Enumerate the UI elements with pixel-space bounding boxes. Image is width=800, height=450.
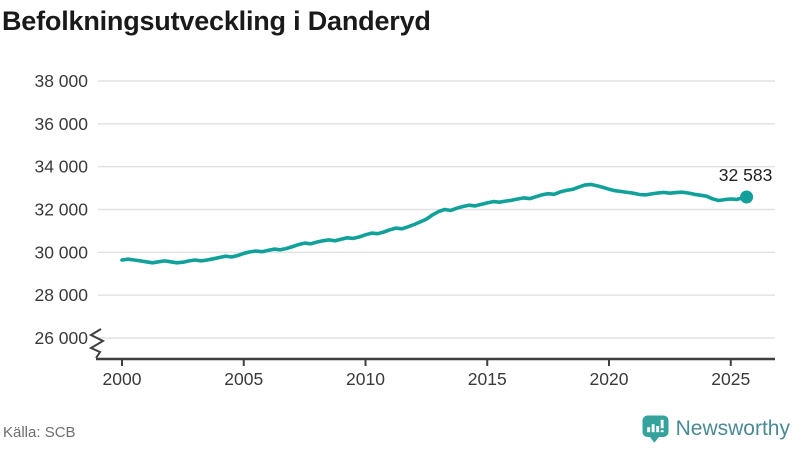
latest-value-dot: [740, 190, 754, 204]
x-axis-tick-label: 2020: [590, 369, 629, 389]
x-axis-tick-label: 2025: [711, 369, 750, 389]
x-axis-tick-label: 2010: [346, 369, 385, 389]
newsworthy-logo[interactable]: Newsworthy: [642, 415, 790, 443]
latest-value-label: 32 583: [719, 165, 773, 185]
y-axis-tick-label: 32 000: [34, 200, 88, 220]
x-axis-tick-label: 2015: [468, 369, 507, 389]
brand-name: Newsworthy: [675, 417, 790, 440]
y-axis-tick-label: 30 000: [34, 242, 88, 262]
page-title: Befolkningsutveckling i Danderyd: [2, 6, 431, 36]
x-axis-tick-label: 2000: [103, 369, 142, 389]
population-series-line: [120, 182, 749, 265]
y-axis-break-icon: [88, 328, 106, 359]
y-axis-tick-label: 28 000: [34, 285, 88, 305]
y-axis-tick-label: 36 000: [34, 114, 88, 134]
y-axis-tick-label: 34 000: [34, 157, 88, 177]
y-axis-tick-label: 38 000: [34, 71, 88, 91]
source-label: Källa: SCB: [3, 424, 76, 441]
x-axis-tick-label: 2005: [224, 369, 263, 389]
y-axis-tick-label: 26 000: [34, 328, 88, 348]
bar-chart-speech-bubble-icon: [642, 415, 669, 443]
